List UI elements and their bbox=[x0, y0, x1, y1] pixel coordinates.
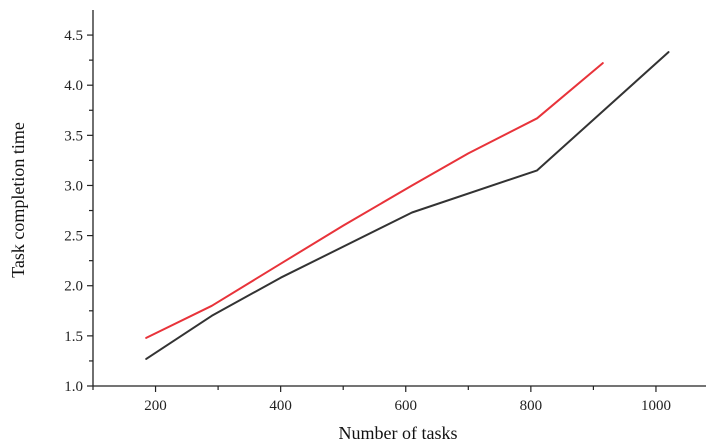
series-line-red bbox=[145, 62, 604, 339]
y-tick-label: 2.5 bbox=[64, 229, 83, 245]
x-tick-label: 200 bbox=[144, 398, 167, 414]
y-tick-label: 3.5 bbox=[64, 128, 83, 144]
y-tick-label: 4.0 bbox=[64, 78, 83, 94]
y-axis-title: Task completion time bbox=[8, 122, 28, 278]
y-tick-label: 1.5 bbox=[64, 329, 83, 345]
y-tick-label: 2.0 bbox=[64, 279, 83, 295]
x-tick-label: 1000 bbox=[641, 398, 671, 414]
x-tick-label: 600 bbox=[395, 398, 418, 414]
x-axis-title: Number of tasks bbox=[339, 423, 458, 443]
y-tick-label: 1.0 bbox=[64, 379, 83, 395]
x-tick-label: 400 bbox=[269, 398, 292, 414]
y-tick-label: 4.5 bbox=[64, 28, 83, 44]
y-tick-label: 3.0 bbox=[64, 178, 83, 194]
series-line-dark bbox=[145, 51, 670, 360]
x-tick-label: 800 bbox=[520, 398, 543, 414]
